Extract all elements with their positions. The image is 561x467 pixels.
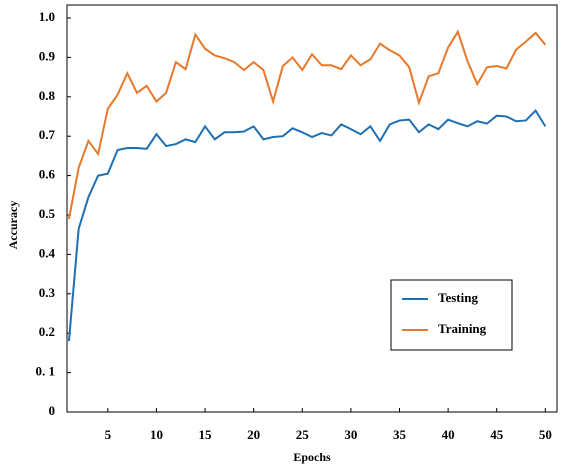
y-tick-label: 0. 1 xyxy=(36,364,56,379)
y-tick-label: 1.0 xyxy=(39,9,55,24)
legend-label: Training xyxy=(438,321,487,336)
y-tick-label: 0.9 xyxy=(39,48,56,63)
x-tick-label: 20 xyxy=(247,427,260,442)
x-tick-label: 40 xyxy=(442,427,455,442)
y-axis-label: Accuracy xyxy=(6,201,20,250)
plot-frame xyxy=(66,4,558,413)
series-line xyxy=(67,108,547,342)
x-tick-label: 5 xyxy=(105,427,112,442)
y-tick-label: 0 xyxy=(49,403,56,418)
y-tick-label: 0.8 xyxy=(39,88,56,103)
y-tick-label: 0.2 xyxy=(39,324,55,339)
x-axis-label: Epochs xyxy=(293,450,331,464)
x-tick-label: 35 xyxy=(393,427,407,442)
x-tick-label: 15 xyxy=(199,427,213,442)
x-tick-label: 45 xyxy=(490,427,504,442)
x-tick-label: 25 xyxy=(296,427,310,442)
x-tick-label: 10 xyxy=(150,427,163,442)
legend-label: Testing xyxy=(438,290,478,305)
y-tick-label: 0.4 xyxy=(39,245,56,260)
y-tick-label: 0.3 xyxy=(39,285,56,300)
x-tick-label: 50 xyxy=(539,427,552,442)
x-tick-label: 30 xyxy=(344,427,357,442)
y-tick-label: 0.5 xyxy=(39,206,56,221)
legend-box xyxy=(390,279,513,351)
y-tick-label: 0.7 xyxy=(39,127,56,142)
y-tick-label: 0.6 xyxy=(39,167,56,182)
series-line xyxy=(67,29,547,220)
